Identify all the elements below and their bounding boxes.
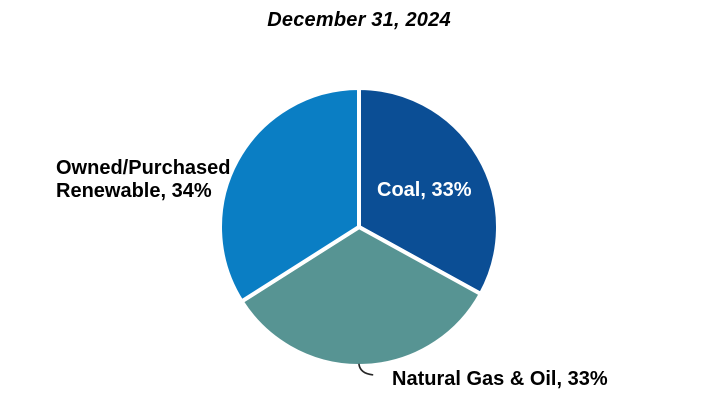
pie-slice-coal — [357, 86, 500, 296]
slice-label-natural-gas-oil: Natural Gas & Oil, 33% — [392, 368, 608, 390]
slice-label-owned-purchased-renewable: Owned/Purchased Renewable, 34% — [56, 157, 231, 202]
leader-line — [358, 363, 374, 376]
slice-label-coal: Coal, 33% — [377, 179, 472, 201]
pie-slice-owned-purchased-renewable — [218, 86, 361, 304]
pie-slices — [218, 86, 500, 368]
chart-title: December 31, 2024 — [267, 9, 451, 31]
pie-slice-natural-gas-oil — [239, 225, 483, 368]
